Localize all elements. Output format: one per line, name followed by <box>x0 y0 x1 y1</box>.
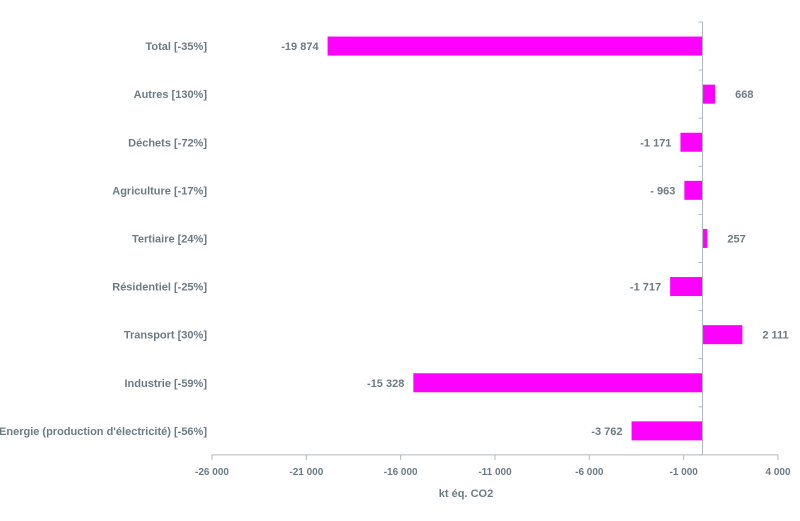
bar <box>327 36 703 56</box>
data-label: 257 <box>727 233 745 245</box>
data-label: -15 328 <box>367 378 404 390</box>
category-label: Total [-35%] <box>145 41 207 53</box>
axes-group: -26 000 -21 000 -16 000 -11 000 -6 000 -1 000… <box>195 21 791 478</box>
category-labels: Total [-35%] Autres [130%] Déchets [-72%] A… <box>0 41 207 438</box>
data-label: -19 874 <box>281 41 319 53</box>
data-label: 2 111 <box>762 330 788 342</box>
category-label: Tertiaire [24%] <box>132 233 207 245</box>
x-tick-label: -6 000 <box>575 467 604 478</box>
bar <box>631 421 703 441</box>
bar <box>702 84 716 104</box>
bar <box>684 180 703 200</box>
x-axis-title: kt éq. CO2 <box>439 488 493 500</box>
category-label: Energie (production d'électricité) [-56%… <box>0 426 207 438</box>
x-tick-label: -16 000 <box>384 467 418 478</box>
category-label: Industrie [-59%] <box>124 378 207 390</box>
bar <box>670 277 703 297</box>
category-label: Déchets [-72%] <box>128 137 207 149</box>
category-label: Transport [30%] <box>124 330 207 342</box>
bar <box>680 132 703 152</box>
bars-group <box>327 36 743 441</box>
data-label: 668 <box>735 89 753 101</box>
category-label: Agriculture [-17%] <box>112 185 207 197</box>
x-tick-label: -26 000 <box>195 467 229 478</box>
x-tick-label: 4 000 <box>765 467 790 478</box>
x-tick-label: -11 000 <box>478 467 512 478</box>
data-label: -1 171 <box>640 137 671 149</box>
category-label: Autres [130%] <box>134 89 208 101</box>
x-tick-label: -1 000 <box>669 467 698 478</box>
data-label: - 963 <box>650 185 675 197</box>
category-label: Résidentiel [-25%] <box>112 282 207 294</box>
value-labels: -19 874 668 -1 171 - 963 257 -1 717 2 111 -15 3… <box>281 41 788 438</box>
data-label: -3 762 <box>591 426 622 438</box>
bar <box>702 228 708 248</box>
data-label: -1 717 <box>630 282 661 294</box>
bar <box>702 325 743 345</box>
x-tick-label: -21 000 <box>289 467 323 478</box>
bar <box>413 373 703 393</box>
